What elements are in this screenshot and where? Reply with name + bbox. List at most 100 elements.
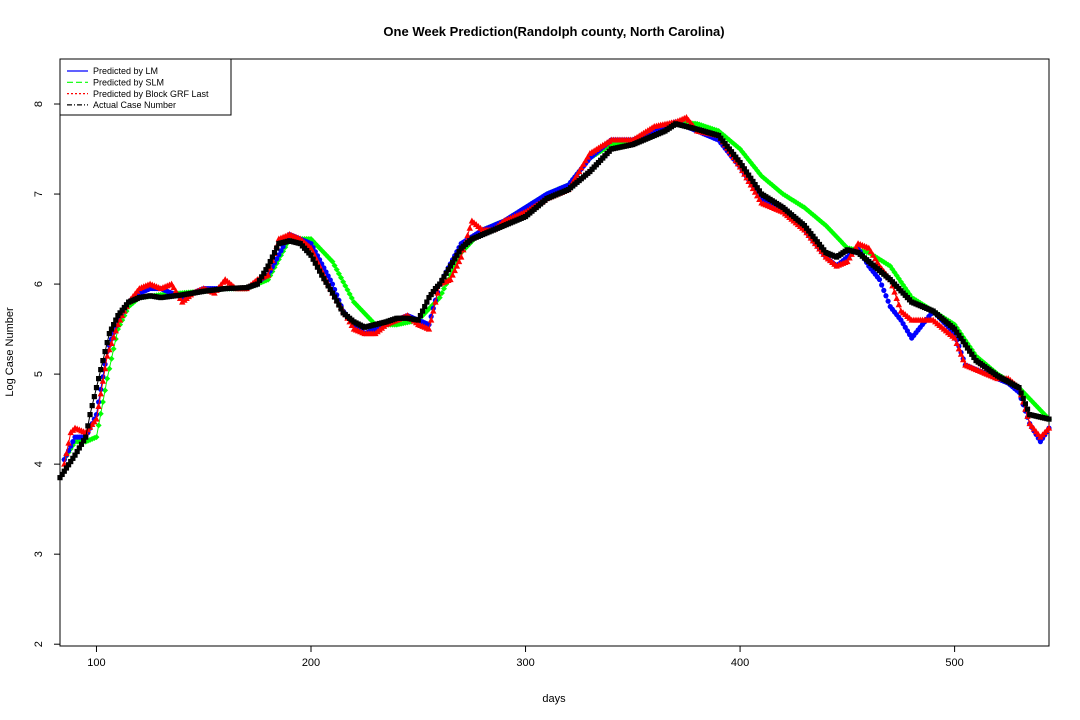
data-point (170, 284, 177, 291)
data-point (1046, 416, 1052, 422)
data-point (956, 332, 962, 338)
data-point (116, 316, 124, 323)
data-point (454, 252, 460, 258)
y-tick-label: 8 (33, 101, 45, 107)
data-point (575, 168, 583, 175)
data-point (327, 286, 333, 293)
data-point (438, 290, 445, 297)
data-point (452, 256, 458, 262)
data-point (971, 354, 977, 361)
data-point (115, 312, 121, 319)
legend-label: Actual Case Number (93, 100, 176, 110)
data-point (342, 282, 349, 289)
data-point (958, 335, 964, 342)
data-point (267, 258, 273, 265)
data-point (100, 358, 106, 364)
data-point (818, 244, 825, 250)
data-point (340, 278, 347, 285)
data-point (338, 274, 345, 281)
data-point (274, 256, 280, 262)
data-point (439, 277, 445, 284)
data-point (68, 458, 74, 465)
data-point (436, 294, 443, 301)
data-point (722, 141, 728, 147)
data-point (172, 287, 180, 294)
data-point (1016, 385, 1022, 391)
data-point (278, 248, 284, 254)
data-point (441, 274, 447, 280)
data-point (844, 258, 851, 265)
data-point (1020, 395, 1026, 402)
data-point (954, 329, 960, 335)
data-point (883, 293, 889, 299)
y-axis: 2 3 4 5 6 7 8 (33, 101, 60, 647)
data-point (65, 462, 72, 468)
data-point (893, 294, 900, 301)
data-point (59, 471, 65, 478)
x-tick-label: 400 (731, 657, 749, 669)
data-point (422, 303, 428, 310)
data-point (437, 281, 443, 287)
data-point (1022, 401, 1029, 407)
data-point (119, 307, 125, 313)
data-point (967, 348, 973, 354)
data-point (957, 350, 965, 357)
data-point (415, 317, 421, 323)
data-point (867, 248, 875, 255)
data-point (93, 415, 100, 422)
data-point (879, 282, 885, 288)
x-tick-label: 200 (302, 657, 320, 669)
data-point (745, 177, 752, 184)
data-point (108, 326, 115, 332)
data-point (1024, 406, 1031, 412)
data-point (321, 276, 327, 282)
data-point (426, 294, 432, 301)
data-point (97, 390, 104, 397)
data-point (447, 263, 454, 269)
data-point (962, 342, 968, 348)
data-point (816, 241, 823, 248)
legend-label: Predicted by LM (93, 66, 158, 76)
chart-title: One Week Prediction(Randolph county, Nor… (383, 24, 724, 39)
data-point (274, 245, 280, 251)
x-tick-label: 100 (87, 657, 105, 669)
data-point (263, 267, 269, 273)
data-point (754, 185, 760, 191)
data-point (434, 289, 441, 296)
data-point (430, 307, 437, 314)
y-axis-label: Log Case Number (4, 307, 16, 397)
data-point (87, 412, 93, 418)
data-point (61, 468, 67, 474)
data-point (451, 267, 458, 274)
data-point (812, 236, 818, 242)
data-point (716, 132, 722, 139)
data-point (578, 164, 585, 171)
data-point (95, 403, 102, 410)
data-point (110, 345, 117, 352)
data-point (960, 339, 966, 345)
data-point (271, 249, 278, 256)
data-point (571, 175, 579, 182)
data-point (808, 231, 814, 237)
data-point (582, 157, 589, 164)
data-point (466, 224, 473, 231)
data-point (1018, 390, 1024, 396)
y-tick-label: 7 (33, 191, 45, 197)
data-point (750, 178, 756, 185)
data-point (718, 135, 724, 141)
data-point (72, 452, 78, 458)
data-point (316, 268, 323, 274)
data-point (737, 159, 743, 166)
plot-frame (59, 58, 1050, 647)
data-point (728, 149, 735, 155)
data-point (747, 181, 754, 188)
data-point (102, 348, 108, 355)
data-point (464, 231, 471, 238)
legend: Predicted by LM Predicted by SLMPredicted… (59, 58, 232, 116)
data-point (720, 138, 726, 144)
data-point (881, 287, 887, 293)
data-point (891, 288, 898, 295)
data-point (425, 325, 433, 332)
legend-label: Predicted by SLM (93, 78, 164, 88)
x-axis-label: days (542, 693, 566, 705)
